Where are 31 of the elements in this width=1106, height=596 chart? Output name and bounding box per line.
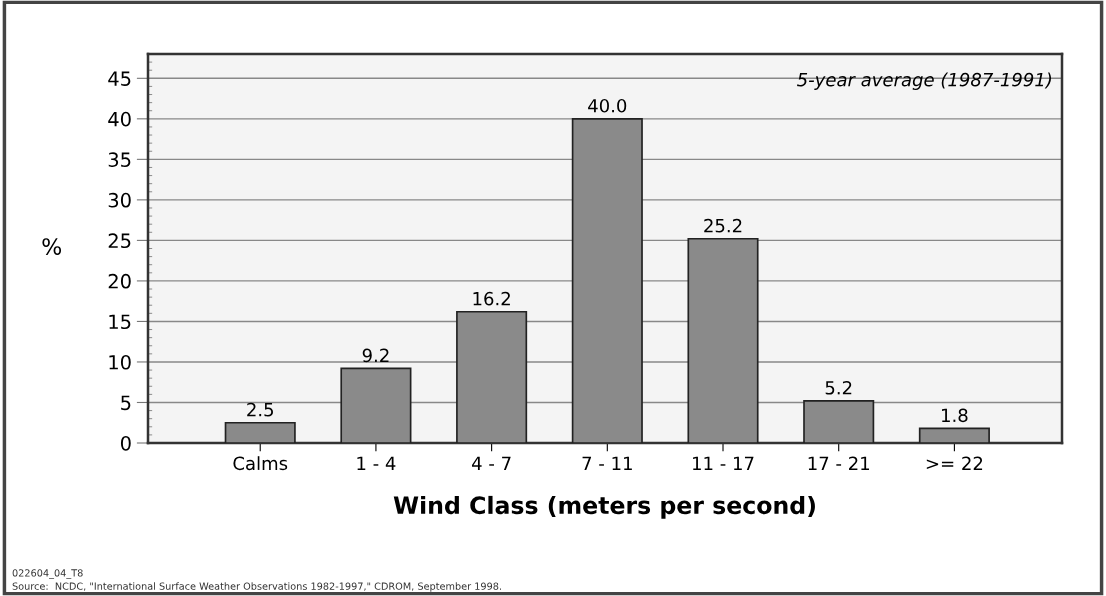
x-tick-label: 11 - 17 — [693, 456, 754, 470]
y-tick-label: 35 — [108, 152, 131, 168]
y-axis-title: % — [42, 238, 62, 255]
y-tick-label: 10 — [109, 354, 131, 370]
x-tick-label: 17 - 21 — [808, 456, 870, 470]
x-tick-label: Calms — [233, 456, 288, 471]
annotation: 5-year average (1987-1991) — [797, 72, 1052, 90]
bar — [918, 427, 990, 443]
x-tick-label: >= 22 — [926, 456, 983, 470]
data-label: 40.0 — [588, 98, 627, 113]
bar — [224, 421, 296, 443]
source-note: Source: NCDC, "International Surface Weather Observations 1982-1997," CDROM, September 1998. — [12, 582, 501, 592]
x-tick-label: 4 - 7 — [472, 456, 511, 470]
y-tick-label: 5 — [121, 395, 131, 411]
data-label: 5.2 — [825, 380, 852, 395]
data-label: 1.8 — [942, 408, 968, 423]
y-tick-label: 20 — [108, 273, 131, 289]
y-tick-label: 45 — [108, 71, 131, 86]
data-label: 9.2 — [362, 348, 389, 363]
text: 022604_04_T8 — [12, 569, 83, 579]
data-label: 25.2 — [704, 218, 742, 233]
y-tick-label: 25 — [108, 233, 131, 249]
data-label: 16.2 — [473, 291, 510, 306]
y-tick-label: 40 — [108, 111, 131, 127]
y-tick-label: 0 — [120, 435, 131, 451]
x-tick-label: 1 - 4 — [357, 456, 396, 470]
y-tick-label: 30 — [108, 192, 131, 208]
x-axis-title: Wind Class (meters per second) — [393, 495, 815, 519]
data-label: 2.5 — [247, 402, 274, 417]
x-tick-label: 7 - 11 — [582, 456, 632, 470]
y-tick-label: 15 — [109, 314, 131, 330]
